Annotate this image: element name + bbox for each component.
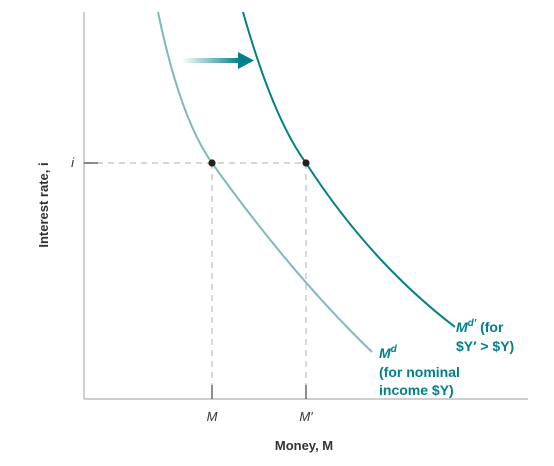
curve-label-shifted-sup: d′ [468,318,477,329]
curve-label-shifted-line2: $Y′ > $Y) [456,338,514,354]
money-label-m: M [207,409,218,424]
equilibrium-point-original [208,159,216,167]
curve-label-original: Md [379,344,398,361]
curve-label-shifted-main: M [456,319,468,335]
interest-rate-label: i [71,155,75,170]
curve-label-original-line3: income $Y) [379,382,454,398]
curve-label-original-line2: (for nominal [379,364,460,380]
y-axis-title: Interest rate, i [36,162,51,247]
equilibrium-point-shifted [302,159,310,167]
money-demand-curve-shifted [242,11,456,328]
right-arrow-icon [238,52,254,69]
x-axis-title: Money, M [275,438,333,453]
curve-label-shifted-tail: (for [476,319,504,335]
shift-arrow-shaft [182,58,240,63]
curve-label-original-main: M [379,345,391,361]
money-label-m-prime: M′ [299,409,313,424]
curve-label-original-sup: d [391,344,398,355]
money-demand-curve-original [157,11,373,353]
curve-label-shifted: Md′ (for [456,318,504,335]
